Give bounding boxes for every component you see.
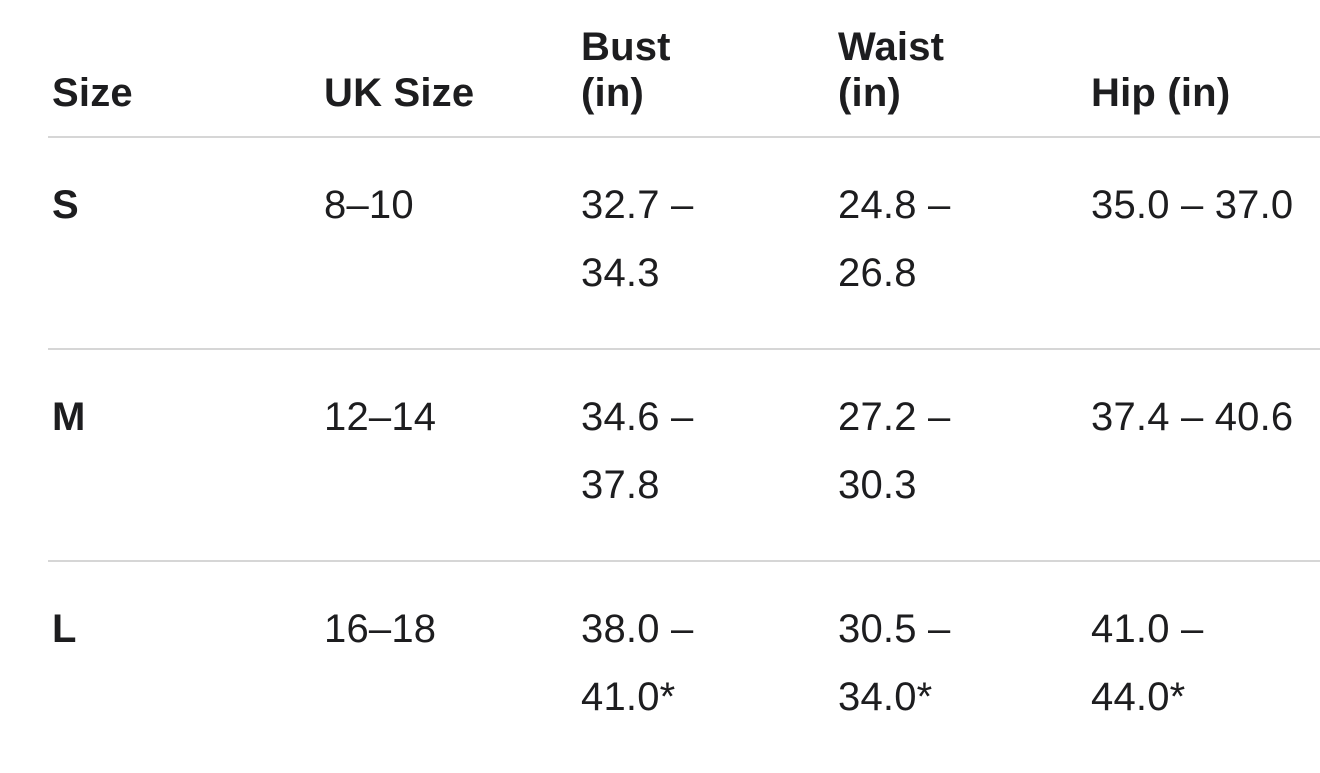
- waist-cell: 24.8 – 26.8: [838, 137, 1091, 350]
- hip-cell: 35.0 – 37.0: [1091, 137, 1320, 350]
- header-row: Size UK Size Bust (in) Waist (in) Hip (i…: [48, 0, 1320, 138]
- table-row-l: L 16–18 38.0 – 41.0* 30.5 – 34.0* 41.0 –…: [48, 561, 1320, 772]
- column-header-size: Size: [48, 0, 324, 138]
- size-chart-table: Size UK Size Bust (in) Waist (in) Hip (i…: [48, 0, 1320, 772]
- column-header-hip: Hip (in): [1091, 0, 1320, 138]
- uk-size-cell: 8–10: [324, 137, 581, 350]
- bust-cell: 34.6 – 37.8: [581, 349, 838, 562]
- hip-cell: 41.0 – 44.0*: [1091, 607, 1204, 719]
- column-header-waist: Waist (in): [838, 0, 1091, 138]
- size-chart-container: Size UK Size Bust (in) Waist (in) Hip (i…: [48, 0, 1320, 772]
- waist-cell: 27.2 – 30.3: [838, 349, 1091, 562]
- column-header-uk-size: UK Size: [324, 0, 581, 138]
- uk-size-cell: 16–18: [324, 607, 437, 651]
- table-row-m: M 12–14 34.6 – 37.8 27.2 – 30.3 37.4 – 4…: [48, 349, 1320, 562]
- size-cell: S: [48, 137, 324, 350]
- table-row-s: S 8–10 32.7 – 34.3 24.8 – 26.8 35.0 – 37…: [48, 137, 1320, 350]
- bust-cell: 38.0 – 41.0*: [581, 607, 694, 719]
- hip-cell: 37.4 – 40.6: [1091, 349, 1320, 562]
- waist-cell: 30.5 – 34.0*: [838, 607, 951, 719]
- size-cell: L: [52, 607, 77, 651]
- size-cell: M: [48, 349, 324, 562]
- bust-cell: 32.7 – 34.3: [581, 137, 838, 350]
- uk-size-cell: 12–14: [324, 349, 581, 562]
- column-header-bust: Bust (in): [581, 0, 838, 138]
